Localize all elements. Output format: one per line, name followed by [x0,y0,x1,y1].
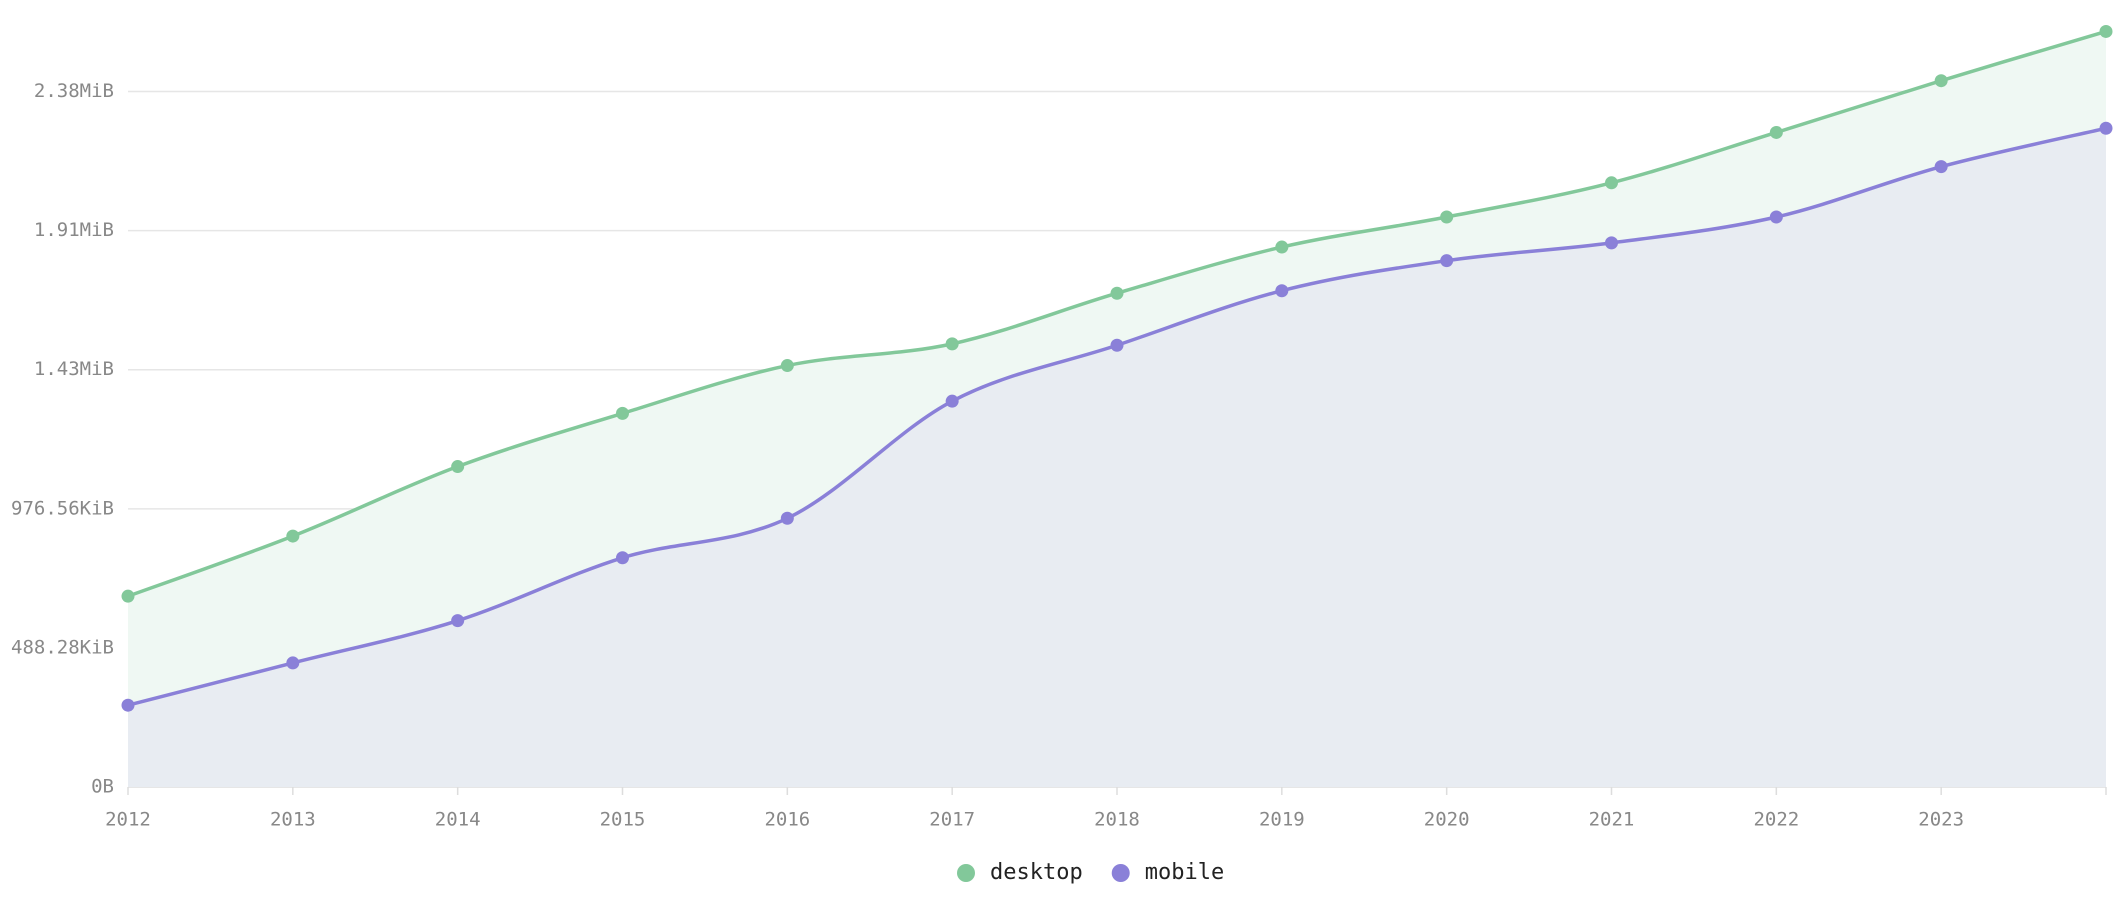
data-point [286,656,300,670]
data-point [616,406,629,420]
data-point [1769,125,1783,139]
legend-label[interactable]: desktop [990,860,1083,885]
data-point [1605,176,1618,190]
data-point [1275,240,1289,254]
data-point [1934,160,1948,174]
data-point [2099,24,2113,38]
y-tick-label: 488.28KiB [11,636,114,658]
x-tick-label: 2019 [1259,809,1305,831]
y-tick-label: 0B [91,776,114,798]
data-point [1934,74,1948,88]
data-point [780,511,794,525]
x-tick-label: 2020 [1424,809,1470,831]
data-point [286,529,300,543]
data-point [1275,284,1289,298]
area-fill [128,128,2106,788]
x-tick-label: 2021 [1589,809,1635,831]
x-tick-label: 2017 [929,809,975,831]
data-point [1440,254,1454,268]
data-point [780,359,794,373]
data-point [945,394,959,408]
legend-label[interactable]: mobile [1145,860,1224,885]
x-tick-label: 2014 [435,809,481,831]
data-point [945,337,959,351]
y-tick-label: 1.91MiB [34,219,114,241]
legend-marker[interactable] [1111,864,1130,882]
x-tick-label: 2012 [105,809,151,831]
x-tick-label: 2018 [1094,809,1140,831]
legend-marker[interactable] [957,864,975,882]
y-tick-label: 1.43MiB [34,358,114,380]
data-point [2099,121,2113,135]
y-tick-label: 976.56KiB [11,497,114,519]
data-point [1605,236,1618,250]
data-point [1110,338,1124,352]
data-point [121,698,135,712]
data-point [616,551,629,565]
x-tick-label: 2023 [1918,809,1964,831]
x-tick-label: 2015 [600,809,646,831]
data-point [1769,210,1783,224]
x-tick-label: 2013 [270,809,316,831]
data-point [451,460,465,474]
data-point [121,589,135,603]
data-point [1440,210,1454,224]
data-point [1110,286,1124,300]
data-point [451,614,465,628]
y-tick-label: 2.38MiB [34,80,114,102]
x-tick-label: 2016 [764,809,810,831]
x-tick-label: 2022 [1753,809,1799,831]
